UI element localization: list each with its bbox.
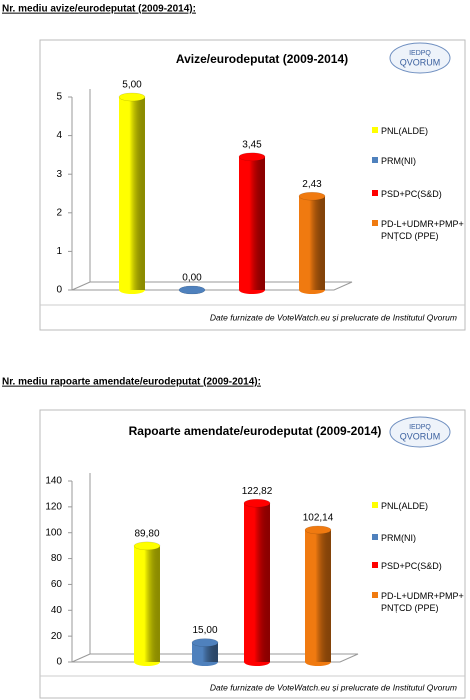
y-tick-label: 0 (56, 657, 62, 668)
bar-top (304, 525, 332, 535)
legend-label: PSD+PC(S&D) (381, 561, 442, 571)
legend-entry-box: PD-L+UDMR+PMP+ PNȚCD (PPE) (381, 591, 464, 613)
bar-top (133, 541, 161, 551)
bar-top (243, 498, 271, 508)
data-label: 3,45 (242, 139, 262, 150)
y-tick-label: 5 (56, 92, 62, 103)
source-note: Date furnizate de VoteWatch.eu și preluc… (210, 682, 457, 692)
logo-text: IEDPQ (409, 50, 431, 57)
y-tick-label: 4 (56, 130, 62, 141)
legend-swatch (372, 534, 378, 540)
legend-label: PD-L+UDMR+PMP+ PNȚCD (PPE) (381, 219, 464, 241)
bar (305, 529, 331, 662)
legend-swatch (372, 502, 378, 508)
legend-label: PNL(ALDE) (381, 501, 429, 511)
legend-swatch (372, 157, 378, 163)
logo-badge (389, 42, 451, 74)
bar (244, 503, 270, 662)
legend-label: PRM(NI) (381, 156, 416, 166)
y-tick-label: 2 (56, 207, 62, 218)
chart-title: Rapoarte amendate/eurodeputat (2009-2014… (129, 424, 382, 438)
y-tick-label: 60 (51, 579, 63, 590)
bar (119, 97, 145, 290)
legend-swatch (372, 562, 378, 568)
chart-title: Avize/eurodeputat (2009-2014) (176, 52, 348, 66)
logo-text: QVORUM (400, 57, 441, 67)
legend-entry-box: PSD+PC(S&D) (381, 189, 442, 199)
bar-top (298, 191, 326, 201)
data-label: 5,00 (122, 80, 142, 91)
bar-top (238, 152, 266, 162)
legend-entry-box: PRM(NI) (381, 156, 416, 166)
legend-entry-box: PSD+PC(S&D) (381, 561, 442, 571)
legend-label: PRM(NI) (381, 533, 416, 543)
source-note: Date furnizate de VoteWatch.eu și preluc… (210, 312, 457, 322)
logo-text: IEDPQ (409, 424, 431, 431)
y-tick-label: 140 (45, 476, 62, 487)
y-tick-label: 120 (45, 501, 62, 512)
legend-label: PSD+PC(S&D) (381, 189, 442, 199)
data-label: 0,00 (182, 273, 202, 284)
legend-label: PD-L+UDMR+PMP+ PNȚCD (PPE) (381, 591, 464, 613)
data-label: 15,00 (192, 625, 217, 636)
legend-entry-box: PD-L+UDMR+PMP+ PNȚCD (PPE) (381, 219, 464, 241)
legend-swatch (372, 220, 378, 226)
legend-swatch (372, 127, 378, 133)
y-tick-label: 80 (51, 553, 63, 564)
y-tick-label: 3 (56, 169, 62, 180)
bar (239, 156, 265, 290)
legend-entry-box: PNL(ALDE) (381, 126, 429, 136)
bar-top (178, 285, 206, 295)
logo-badge (389, 416, 451, 448)
bar (299, 196, 325, 290)
legend-swatch (372, 592, 378, 598)
section-heading: Nr. mediu avize/eurodeputat (2009-2014): (2, 4, 196, 15)
data-label: 122,82 (242, 486, 273, 497)
legend-label: PNL(ALDE) (381, 126, 429, 136)
section-heading: Nr. mediu rapoarte amendate/eurodeputat … (2, 377, 261, 388)
data-label: 89,80 (134, 529, 159, 540)
legend-swatch (372, 190, 378, 196)
y-tick-label: 40 (51, 605, 63, 616)
bar (192, 642, 218, 662)
legend-entry-box: PRM(NI) (381, 533, 416, 543)
data-label: 102,14 (303, 513, 334, 524)
y-tick-label: 100 (45, 527, 62, 538)
data-label: 2,43 (302, 179, 322, 190)
y-tick-label: 20 (51, 631, 63, 642)
bar-top (118, 92, 146, 102)
y-tick-label: 0 (56, 285, 62, 296)
legend-entry-box: PNL(ALDE) (381, 501, 429, 511)
bar (134, 545, 160, 662)
y-tick-label: 1 (56, 246, 62, 257)
bar-top (191, 638, 219, 647)
logo-text: QVORUM (400, 431, 441, 441)
